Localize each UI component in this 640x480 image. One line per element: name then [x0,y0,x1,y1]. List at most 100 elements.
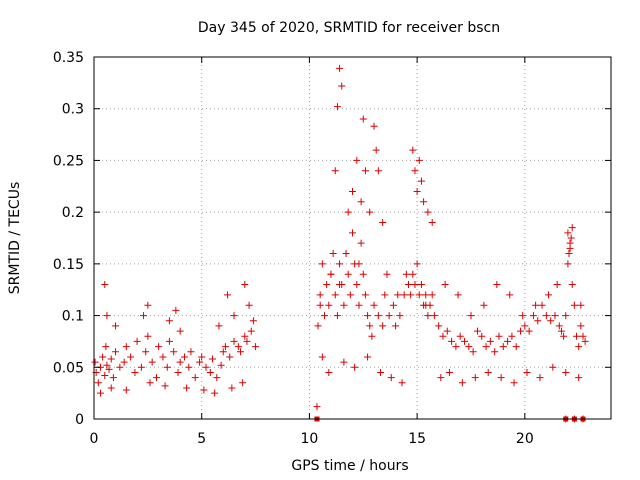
data-point [161,382,169,390]
data-point [241,281,249,289]
data-point [413,187,421,195]
x-axis: 0 5 10 15 20 [90,57,534,447]
data-point [424,312,432,320]
data-point [383,270,391,278]
data-point [428,291,436,299]
data-point [361,291,369,299]
data-point [99,353,107,361]
data-point [112,322,120,330]
y-tick-label: 0.3 [62,102,84,118]
data-point [422,301,430,309]
data-point [349,229,356,237]
data-point [560,332,568,340]
data-point [374,312,382,320]
data-point [478,332,486,340]
data-point [355,301,363,309]
data-point [336,64,344,72]
data-point [336,260,344,268]
data-point [359,115,367,123]
data-point [176,358,184,366]
data-point [187,348,195,356]
data-point [545,291,553,299]
data-point [575,374,583,382]
data-point [148,358,156,366]
data-point [441,281,449,289]
data-point [370,122,378,130]
data-point [381,291,389,299]
data-point [568,224,576,232]
data-point [461,337,469,345]
data-point [368,332,376,340]
data-point [316,301,324,309]
data-point [379,322,387,330]
data-point [144,332,152,340]
data-point [364,353,372,361]
data-point [452,343,460,351]
data-point [176,327,184,335]
data-point [206,368,214,376]
data-point [200,386,208,394]
data-point [140,312,148,320]
data-point [568,281,576,289]
data-point [402,270,410,278]
data-point [313,403,321,411]
data-point [344,270,352,278]
data-point [517,327,525,335]
data-point [542,312,550,320]
data-point [473,327,481,335]
data-point [523,368,531,376]
data-point [567,234,575,242]
data-point [439,332,447,340]
data-point [420,198,428,206]
data-point [471,374,479,382]
data-point [467,312,475,320]
data-point [407,291,415,299]
data-point [553,281,561,289]
data-point [409,146,417,154]
data-point [573,332,581,340]
data-point [333,103,341,111]
data-point [454,291,462,299]
chart-title: Day 345 of 2020, SRMTID for receiver bsc… [198,20,500,36]
data-point [445,368,453,376]
data-point [241,332,249,340]
data-point [456,332,464,340]
data-point [230,312,238,320]
data-point [465,343,473,351]
data-point [370,301,378,309]
data-point [579,332,587,340]
data-point [495,332,503,340]
data-point [394,291,402,299]
data-point [364,312,372,320]
data-point [327,270,335,278]
data-point [331,291,339,299]
data-point [344,208,352,216]
y-axis: 0 0.05 0.1 0.15 0.2 0.25 0.3 0.35 [53,50,611,428]
data-point [316,291,324,299]
data-point [519,312,527,320]
data-point [508,332,516,340]
data-point [137,363,145,371]
data-point [357,239,365,247]
data-point [482,343,490,351]
data-point [566,239,574,247]
data-point [422,291,430,299]
data-point [570,301,578,309]
data-point [430,312,438,320]
data-point [366,208,374,216]
data-point [146,379,154,387]
data-point [564,260,572,268]
data-point [506,291,514,299]
data-point [357,198,365,206]
data-point [131,368,139,376]
data-point [245,301,253,309]
data-point [379,218,387,226]
y-tick-label: 0.1 [62,309,84,325]
data-point [103,312,111,320]
data-point [105,365,113,373]
y-tick-label: 0.25 [53,153,84,169]
data-point [91,358,99,366]
data-point [202,363,210,371]
data-point [224,291,232,299]
data-point [392,322,400,330]
